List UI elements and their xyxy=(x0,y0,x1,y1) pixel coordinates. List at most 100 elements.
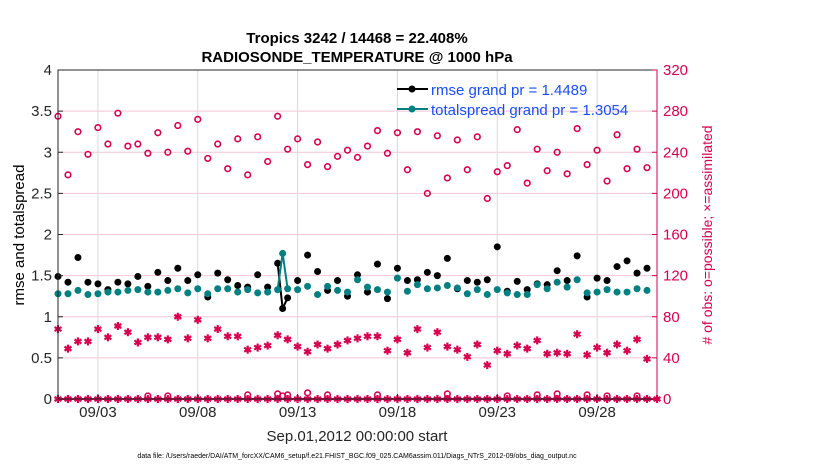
rmse-point xyxy=(64,278,72,286)
legend-rmse-label: rmse grand pr = 1.4489 xyxy=(431,82,587,99)
possible-point xyxy=(194,115,202,123)
possible-point xyxy=(174,121,182,130)
totalspread-point xyxy=(483,291,491,299)
asterisk-stroke xyxy=(303,348,312,355)
assimilated-point xyxy=(333,340,342,349)
y-axis-right-label: # of obs: o=possible; ×=assimilated xyxy=(699,125,715,344)
totalspread-line xyxy=(276,253,284,290)
totalspread-point xyxy=(503,289,511,297)
totalspread-point xyxy=(234,288,242,296)
possible-point xyxy=(284,145,292,153)
asterisk-stroke xyxy=(213,326,222,333)
assimilated-point xyxy=(323,344,332,353)
asterisk-stroke xyxy=(233,333,242,340)
asterisk-stroke xyxy=(383,347,392,354)
totalspread-point xyxy=(134,286,142,294)
rmse-point xyxy=(573,252,581,260)
asterisk-stroke xyxy=(363,333,372,340)
assimilated-point xyxy=(223,332,232,341)
assimilated-point xyxy=(113,322,122,331)
rmse-point xyxy=(443,254,451,262)
asterisk-stroke xyxy=(83,338,92,345)
asterisk-stroke xyxy=(453,346,462,353)
possible-point xyxy=(323,163,332,171)
asterisk-stroke xyxy=(123,329,132,336)
totalspread-point xyxy=(64,290,72,298)
possible-point xyxy=(184,147,192,155)
rmse-point xyxy=(234,281,242,289)
asterisk-stroke xyxy=(143,334,152,341)
asterisk-stroke xyxy=(183,335,192,342)
possible-point xyxy=(553,148,561,156)
rmse-point xyxy=(603,277,611,285)
rmse-point xyxy=(473,278,481,286)
totalspread-point xyxy=(164,286,172,294)
totalspread-point xyxy=(334,286,342,294)
assimilated-point xyxy=(273,331,282,340)
possible-point xyxy=(134,140,142,148)
assimilated-point xyxy=(463,352,472,361)
rmse-point xyxy=(74,254,82,262)
x-tick-label: 09/23 xyxy=(478,404,516,421)
x-tick-label: 09/08 xyxy=(179,404,217,421)
rmse-point xyxy=(563,277,571,285)
assimilated-point xyxy=(513,341,522,350)
totalspread-point xyxy=(413,281,421,289)
possible-point xyxy=(513,126,521,134)
assimilated-point xyxy=(233,332,242,341)
asterisk-stroke xyxy=(553,349,562,356)
assimilated-point xyxy=(483,361,492,370)
rmse-point xyxy=(423,268,431,276)
asterisk-stroke xyxy=(323,345,332,352)
totalspread-point xyxy=(493,286,501,294)
totalspread-point xyxy=(354,276,361,284)
totalspread-point xyxy=(254,289,262,297)
rmse-point xyxy=(184,277,192,285)
possible-point xyxy=(563,170,571,178)
assimilated-point xyxy=(373,332,382,341)
assimilated-point xyxy=(632,335,642,344)
totalspread-point xyxy=(314,291,322,299)
rmse-point xyxy=(214,269,222,277)
possible-point xyxy=(104,140,112,148)
rmse-point xyxy=(284,294,292,302)
asterisk-stroke xyxy=(73,338,83,345)
totalspread-point xyxy=(463,290,471,298)
possible-point xyxy=(114,109,122,117)
rmse-point xyxy=(114,278,122,286)
rmse-point xyxy=(373,260,381,268)
assimilated-point xyxy=(553,348,562,357)
totalspread-point xyxy=(104,288,112,296)
totalspread-point xyxy=(194,285,202,293)
rmse-point xyxy=(224,276,232,284)
chart-title-line-1: Tropics 3242 / 14468 = 22.408% xyxy=(246,30,467,47)
asterisk-stroke xyxy=(433,329,442,336)
y-tick-label: 2 xyxy=(44,227,52,244)
assimilated-point xyxy=(383,346,392,355)
totalspread-point xyxy=(573,276,581,284)
rmse-point xyxy=(144,282,152,290)
asterisk-stroke xyxy=(523,345,532,352)
rmse-point xyxy=(124,280,132,288)
y-axis-label: rmse and totalspread xyxy=(11,165,28,306)
rmse-point xyxy=(334,277,342,285)
y-tick-label: 4 xyxy=(44,62,52,79)
totalspread-point xyxy=(513,291,521,299)
y-tick-label: 3 xyxy=(44,144,52,161)
assimilated-point xyxy=(623,346,632,355)
rmse-point xyxy=(363,288,371,296)
assimilated-point xyxy=(193,315,202,324)
totalspread-point xyxy=(613,288,621,296)
assimilated-point xyxy=(283,335,292,344)
assimilated-point xyxy=(253,343,262,352)
rmse-point xyxy=(174,264,182,272)
y-right-tick-label: 240 xyxy=(663,144,688,161)
totalspread-point xyxy=(473,286,481,294)
y-right-tick-label: 160 xyxy=(663,227,688,244)
possible-point xyxy=(164,148,172,156)
asterisk-stroke xyxy=(283,336,292,343)
possible-point xyxy=(144,149,152,157)
assimilated-point xyxy=(213,325,222,334)
totalspread-line xyxy=(281,253,289,289)
rmse-point xyxy=(294,277,302,285)
